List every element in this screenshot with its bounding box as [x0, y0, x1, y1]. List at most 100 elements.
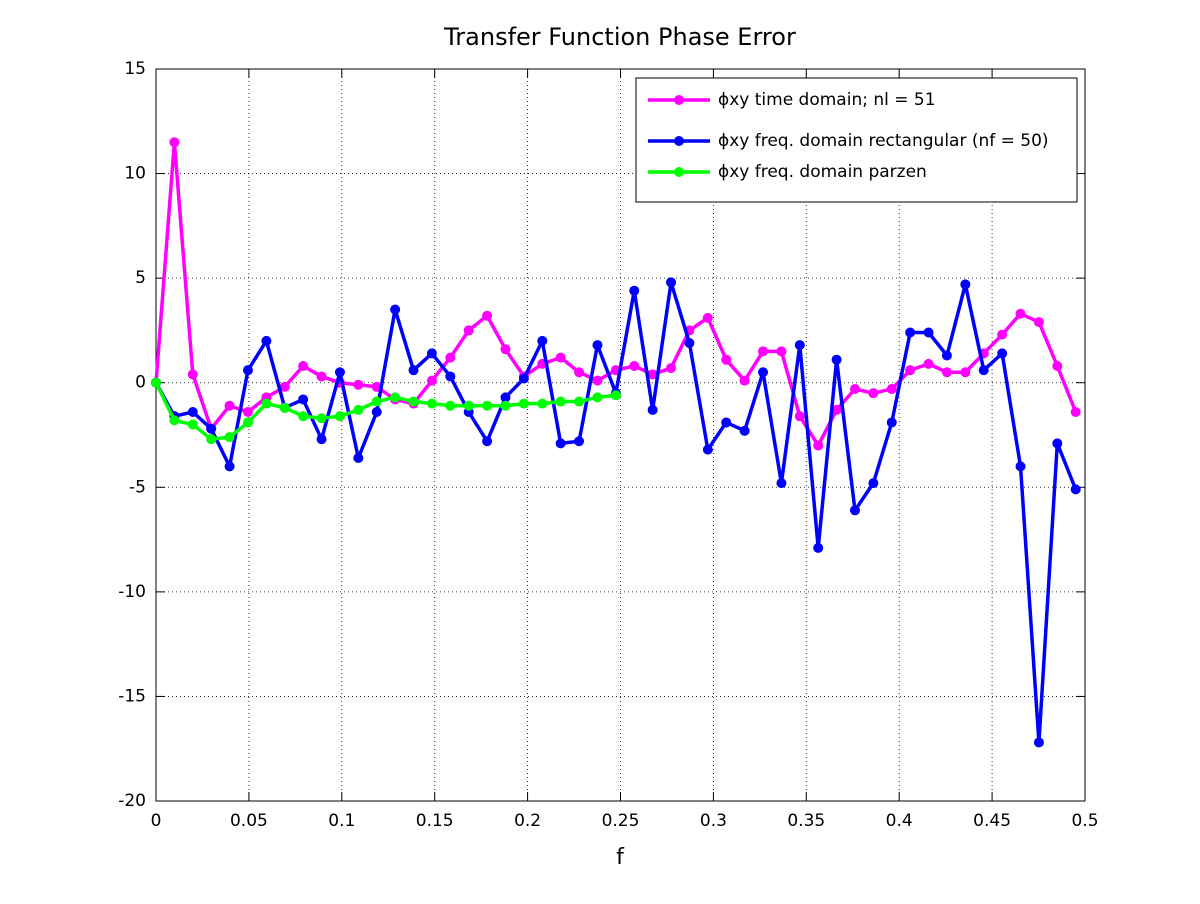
x-tick-label: 0.5	[1071, 811, 1098, 831]
x-tick-label: 0.2	[514, 811, 541, 831]
data-point	[463, 325, 474, 336]
data-point	[629, 360, 640, 371]
data-point	[426, 375, 437, 386]
data-point	[1015, 461, 1026, 472]
data-point	[1070, 484, 1081, 495]
data-point	[629, 285, 640, 296]
y-tick-label: 15	[124, 59, 146, 79]
data-point	[610, 390, 621, 401]
y-tick-label: 0	[135, 373, 146, 393]
data-point	[941, 350, 952, 361]
data-point	[353, 404, 364, 415]
y-tick-label: -15	[118, 686, 146, 706]
y-tick-label: 5	[135, 268, 146, 288]
data-point	[702, 312, 713, 323]
data-point	[537, 398, 548, 409]
data-point	[1033, 737, 1044, 748]
x-tick-label: 0.05	[230, 811, 268, 831]
plot-frame	[155, 68, 1086, 802]
data-point	[353, 379, 364, 390]
data-point	[941, 367, 952, 378]
data-point	[849, 383, 860, 394]
data-point	[298, 394, 309, 405]
data-point	[371, 406, 382, 417]
data-point	[151, 377, 161, 388]
data-point	[187, 406, 198, 417]
data-point	[739, 375, 750, 386]
data-point	[666, 277, 677, 288]
data-point	[1052, 438, 1063, 449]
data-point	[886, 383, 897, 394]
data-point	[905, 327, 916, 338]
data-point	[298, 360, 309, 371]
data-point	[187, 369, 198, 380]
data-point	[592, 375, 603, 386]
data-point	[261, 335, 272, 346]
data-point	[224, 461, 235, 472]
data-point	[537, 335, 548, 346]
data-point	[758, 367, 769, 378]
data-point	[242, 365, 253, 376]
data-point	[997, 329, 1008, 340]
data-point	[574, 396, 585, 407]
data-point	[390, 304, 401, 315]
data-point	[978, 365, 989, 376]
data-point	[390, 392, 401, 403]
data-point	[555, 352, 566, 363]
data-point	[169, 415, 180, 426]
data-point	[169, 137, 180, 148]
data-point	[408, 396, 419, 407]
data-point	[445, 371, 456, 382]
data-point	[482, 436, 493, 447]
y-tick-label: -5	[129, 477, 146, 497]
data-point	[426, 348, 437, 359]
data-point	[187, 419, 198, 430]
data-point	[868, 478, 879, 489]
data-point	[739, 425, 750, 436]
x-tick-label: 0.35	[787, 811, 825, 831]
data-point	[960, 279, 971, 290]
legend-marker	[674, 136, 684, 146]
data-point	[592, 392, 603, 403]
data-point	[445, 352, 456, 363]
data-point	[445, 400, 456, 411]
data-point	[721, 417, 732, 428]
x-tick-label: 0	[151, 811, 162, 831]
data-point	[206, 434, 217, 445]
legend-marker	[674, 167, 684, 177]
data-point	[334, 411, 345, 422]
y-tick-label: -10	[118, 582, 146, 602]
data-point	[500, 392, 511, 403]
data-point	[316, 371, 327, 382]
data-point	[316, 413, 327, 424]
x-tick-label: 0.1	[328, 811, 355, 831]
data-point	[997, 348, 1008, 359]
data-point	[482, 400, 493, 411]
data-point	[923, 358, 934, 369]
data-point	[1052, 360, 1063, 371]
data-point	[316, 434, 327, 445]
data-point	[794, 411, 805, 422]
data-point	[702, 444, 713, 455]
data-point	[831, 354, 842, 365]
data-point	[555, 396, 566, 407]
data-point	[279, 381, 290, 392]
x-tick-label: 0.15	[416, 811, 454, 831]
x-tick-label: 0.45	[973, 811, 1011, 831]
data-point	[242, 406, 253, 417]
data-point	[426, 398, 437, 409]
x-axis-label: f	[616, 845, 625, 870]
data-point	[574, 436, 585, 447]
data-point	[371, 396, 382, 407]
data-point	[334, 367, 345, 378]
data-point	[242, 417, 253, 428]
data-point	[776, 478, 787, 489]
data-point	[794, 340, 805, 351]
data-point	[721, 354, 732, 365]
data-point	[849, 505, 860, 516]
data-point	[1070, 406, 1081, 417]
data-point	[482, 310, 493, 321]
data-point	[463, 400, 474, 411]
data-point	[684, 337, 695, 348]
data-point	[923, 327, 934, 338]
